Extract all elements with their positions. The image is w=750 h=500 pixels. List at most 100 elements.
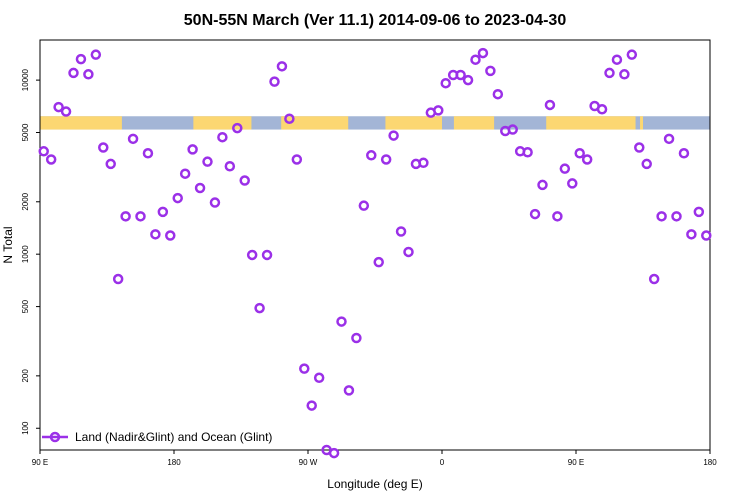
data-point — [470, 54, 481, 65]
legend-label: Land (Nadir&Glint) and Ocean (Glint) — [75, 430, 272, 444]
x-tick-label: 0 — [440, 458, 445, 467]
data-point — [567, 178, 578, 189]
data-point — [45, 154, 57, 165]
data-point — [656, 211, 667, 222]
data-point — [165, 230, 176, 241]
data-point — [634, 142, 645, 153]
land-band-segment — [453, 116, 495, 130]
data-point — [217, 131, 228, 143]
data-point — [261, 249, 273, 261]
data-point — [83, 69, 94, 80]
land-band-segment — [546, 116, 636, 130]
data-point — [581, 154, 593, 165]
data-point — [596, 104, 608, 115]
data-point — [90, 49, 102, 60]
data-point — [98, 142, 109, 153]
data-point — [313, 372, 325, 384]
data-point — [671, 211, 682, 222]
data-point — [351, 332, 362, 344]
data-point — [209, 197, 221, 208]
data-point — [388, 130, 399, 141]
data-point — [68, 67, 79, 79]
x-tick-label: 180 — [167, 458, 181, 467]
data-point — [522, 147, 533, 158]
data-point — [552, 211, 563, 222]
data-point — [120, 211, 131, 222]
legend-marker — [49, 431, 61, 443]
data-point — [194, 182, 206, 194]
data-point — [380, 154, 392, 165]
data-point — [299, 363, 310, 374]
y-tick-label: 2000 — [21, 192, 30, 210]
data-point — [254, 302, 265, 314]
data-point — [276, 61, 288, 72]
data-point — [284, 113, 295, 124]
legend: Land (Nadir&Glint) and Ocean (Glint) — [42, 430, 272, 444]
data-point — [686, 229, 697, 240]
plot-frame — [39, 39, 711, 451]
data-point — [358, 200, 370, 211]
y-tick-label: 500 — [21, 299, 30, 313]
land-band-segment — [640, 116, 643, 130]
data-point — [619, 69, 630, 80]
data-point — [648, 273, 660, 285]
data-point — [663, 133, 675, 145]
data-point — [678, 148, 690, 159]
data-point — [127, 133, 139, 145]
y-tick-label: 10000 — [21, 68, 30, 91]
data-point — [462, 74, 474, 86]
x-tick-label: 180 — [703, 458, 717, 467]
data-point — [373, 256, 384, 268]
data-point — [291, 154, 303, 165]
data-point — [38, 146, 49, 157]
data-point — [336, 316, 347, 327]
data-point — [492, 88, 504, 100]
y-axis: 100 200 500 1000 2000 5000 10000 — [21, 68, 40, 435]
data-point — [626, 49, 638, 60]
data-point — [135, 211, 146, 222]
data-point — [611, 54, 623, 65]
data-point — [187, 144, 198, 155]
data-point — [433, 105, 444, 116]
y-tick-label: 100 — [21, 421, 30, 435]
data-point — [75, 53, 87, 65]
y-tick-label: 200 — [21, 369, 30, 383]
land-band-segment — [193, 116, 252, 130]
land-band-segment — [40, 116, 122, 130]
x-axis: 90 E 180 90 W 0 90 E 180 — [32, 450, 717, 467]
data-point — [142, 148, 154, 159]
data-point — [507, 124, 518, 135]
data-point — [179, 168, 191, 179]
data-point — [529, 208, 541, 220]
data-point — [343, 385, 355, 396]
data-point — [477, 47, 489, 59]
data-point — [53, 101, 64, 113]
data-point — [150, 229, 161, 240]
data-point — [306, 400, 317, 411]
data-point — [112, 273, 124, 285]
data-point — [269, 76, 280, 87]
y-tick-label: 1000 — [21, 245, 30, 263]
data-point — [60, 106, 72, 117]
data-point — [544, 99, 556, 111]
data-point — [701, 230, 712, 241]
data-point — [485, 65, 496, 77]
x-tick-label: 90 E — [32, 458, 48, 467]
data-point — [224, 161, 236, 172]
land-ocean-band — [40, 116, 710, 130]
data-point — [172, 192, 183, 204]
data-point — [232, 122, 243, 134]
x-tick-label: 90 W — [299, 458, 318, 467]
data-point — [202, 156, 213, 167]
data-point — [574, 148, 585, 159]
data-point — [395, 226, 407, 237]
data-point — [239, 175, 250, 186]
x-axis-label: Longitude (deg E) — [327, 477, 422, 491]
data-point — [641, 158, 652, 170]
data-point — [105, 158, 116, 170]
data-point — [328, 447, 340, 459]
data-point — [537, 179, 548, 191]
data-point — [403, 246, 414, 258]
